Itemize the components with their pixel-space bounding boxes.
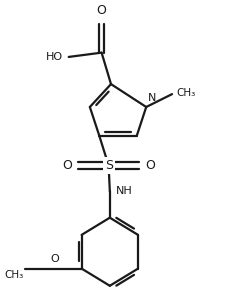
Text: O: O <box>62 159 72 172</box>
Text: HO: HO <box>46 52 63 62</box>
Text: CH₃: CH₃ <box>177 88 196 98</box>
Text: N: N <box>148 93 156 103</box>
Text: CH₃: CH₃ <box>5 270 24 280</box>
Text: O: O <box>50 254 59 264</box>
Text: O: O <box>97 4 106 17</box>
Text: O: O <box>145 159 155 172</box>
Text: NH: NH <box>116 186 132 197</box>
Text: S: S <box>105 159 113 172</box>
